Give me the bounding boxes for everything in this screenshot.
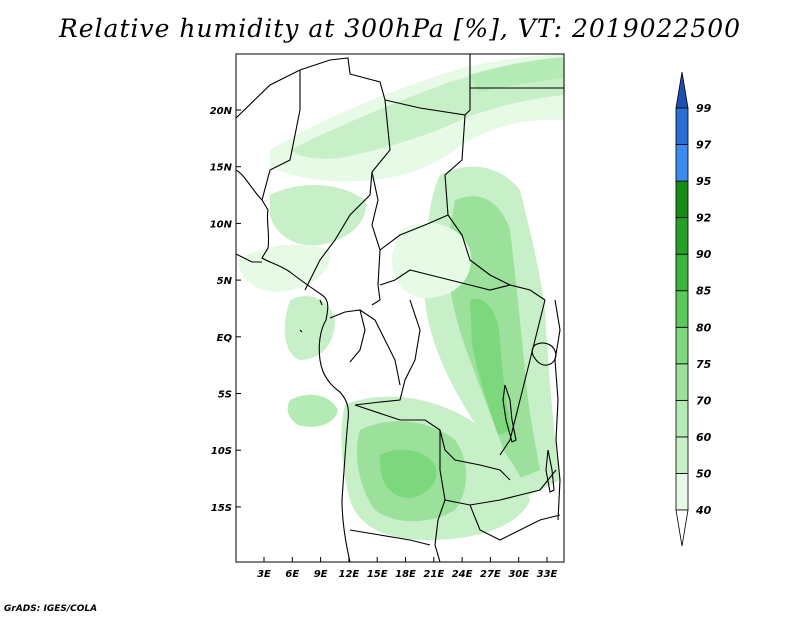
grads-credit: GrADS: IGES/COLA xyxy=(4,604,98,614)
page-title: Relative humidity at 300hPa [%], VT: 201… xyxy=(58,14,742,43)
colorbar-segment xyxy=(675,290,689,328)
colorbar: 40 50 60 70 75 80 85 90 92 95 97 99 xyxy=(675,71,712,547)
lon-label: 6E xyxy=(285,569,299,580)
lake-victoria xyxy=(531,342,557,366)
map-frame xyxy=(235,53,565,563)
colorbar-segment xyxy=(675,436,689,474)
lon-label: 24E xyxy=(452,569,473,580)
colorbar-min-arrow xyxy=(675,509,689,547)
colorbar-segment xyxy=(675,253,689,292)
lat-label: 10S xyxy=(211,446,232,457)
colorbar-segment xyxy=(675,107,689,145)
humidity-patch-gabon xyxy=(284,296,335,360)
colorbar-label: 40 xyxy=(695,504,712,517)
lon-label: 21E xyxy=(423,569,444,580)
lake-tanganyika xyxy=(502,384,517,443)
lon-label: 27E xyxy=(480,569,501,580)
lake-malawi xyxy=(545,449,555,493)
colorbar-max-arrow xyxy=(675,71,689,109)
colorbar-segment xyxy=(675,326,689,365)
country-borders xyxy=(236,54,564,562)
longitude-axis: 3E 6E 9E 12E 15E 18E 21E 24E 27E 30E 33E xyxy=(257,557,558,580)
lon-label: 9E xyxy=(314,569,328,580)
humidity-south-west xyxy=(287,394,338,427)
colorbar-segment xyxy=(675,144,689,182)
colorbar-label: 97 xyxy=(696,139,712,152)
colorbar-segment xyxy=(675,399,689,438)
humidity-corridor-east-core xyxy=(470,299,512,435)
colorbar-segment xyxy=(675,363,689,401)
colorbar-segment xyxy=(675,180,689,219)
humidity-south-core xyxy=(379,449,437,498)
lon-label: 33E xyxy=(537,569,558,580)
latitude-axis: 20N 15N 10N 5N EQ 5S 10S 15S xyxy=(210,106,241,514)
lon-label: 12E xyxy=(339,569,360,580)
colorbar-label: 75 xyxy=(696,358,712,371)
colorbar-label: 85 xyxy=(696,285,712,298)
colorbar-label: 70 xyxy=(696,394,712,407)
lon-label: 30E xyxy=(508,569,529,580)
lat-label: 10N xyxy=(210,219,233,230)
colorbar-segment xyxy=(675,217,689,255)
colorbar-label: 90 xyxy=(696,248,712,261)
lat-label: EQ xyxy=(217,333,233,344)
humidity-patch-center xyxy=(391,222,471,299)
colorbar-label: 80 xyxy=(696,321,712,334)
lat-label: 15N xyxy=(210,163,233,174)
coastline xyxy=(236,169,351,562)
colorbar-label: 95 xyxy=(696,175,712,188)
lat-label: 20N xyxy=(210,106,233,117)
lon-label: 15E xyxy=(367,569,388,580)
humidity-patch-west xyxy=(270,184,366,246)
colorbar-segment xyxy=(675,473,689,511)
humidity-shading xyxy=(238,54,564,540)
lon-label: 3E xyxy=(257,569,271,580)
colorbar-label: 92 xyxy=(696,212,712,225)
colorbar-label: 99 xyxy=(696,102,712,115)
colorbar-label: 50 xyxy=(696,467,712,480)
colorbar-label: 60 xyxy=(696,431,712,444)
lat-label: 5N xyxy=(217,276,233,287)
lat-label: 5S xyxy=(218,390,232,401)
lon-label: 18E xyxy=(395,569,416,580)
lat-label: 15S xyxy=(211,503,232,514)
humidity-band-north-core xyxy=(470,57,564,92)
